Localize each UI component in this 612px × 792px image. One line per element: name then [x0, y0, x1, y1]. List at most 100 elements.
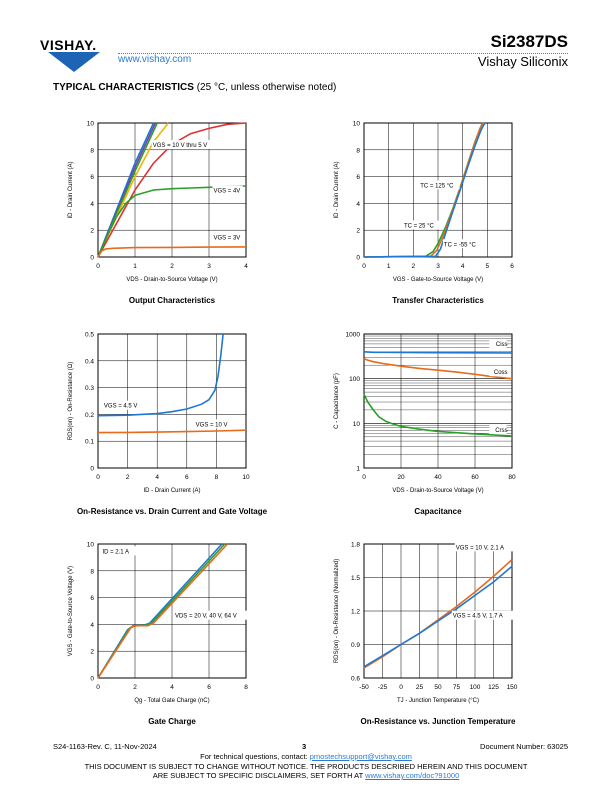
y-axis-label: RDS(on) - On-Resistance (Ω)	[68, 362, 74, 441]
y-axis-label: C - Capacitance (pF)	[334, 373, 340, 429]
x-tick-label: 3	[436, 263, 440, 270]
x-axis-label: VGS - Gate-to-Source Voltage (V)	[393, 277, 483, 283]
chart-annotation: VGS = 4.5 V, 1.7 A	[453, 614, 503, 620]
y-tick-label: 4	[90, 622, 94, 629]
footer-disclaimer-text: ARE SUBJECT TO SPECIFIC DISCLAIMERS, SET…	[152, 771, 366, 780]
x-tick-label: 10	[242, 474, 250, 481]
series-line-0	[363, 122, 484, 258]
chart-annotation: VGS = 10 V, 2.1 A	[456, 545, 504, 551]
y-tick-label: 0	[90, 255, 94, 262]
brand-name: VISHAY.	[40, 37, 97, 53]
series-line-1	[363, 565, 513, 668]
x-tick-label: -25	[378, 684, 388, 691]
chart-annotation: VGS = 4V	[213, 189, 240, 195]
y-tick-label: 0.1	[85, 439, 94, 446]
series-line-0	[363, 351, 513, 354]
y-tick-label: 0.6	[351, 676, 360, 683]
chart-annotation: VGS = 10 V thru 5 V	[153, 143, 208, 149]
chart-grid	[363, 333, 513, 469]
x-tick-label: 4	[244, 263, 248, 270]
website-link[interactable]: www.vishay.com	[118, 54, 192, 65]
plot-frame	[363, 122, 513, 258]
series-line-2	[363, 122, 486, 258]
section-title: TYPICAL CHARACTERISTICS (25 °C, unless o…	[53, 82, 336, 93]
x-tick-label: -50	[359, 684, 369, 691]
y-tick-label: 2	[356, 228, 360, 235]
annotation-background	[151, 140, 219, 150]
x-tick-label: 150	[507, 684, 518, 691]
x-tick-label: 0	[96, 263, 100, 270]
x-tick-label: 3	[207, 263, 211, 270]
section-title-main: TYPICAL CHARACTERISTICS	[53, 82, 194, 93]
annotation-background	[489, 424, 507, 434]
footer-disclaimer-link[interactable]: www.vishay.com/doc?91000	[365, 771, 460, 780]
x-tick-label: 0	[96, 684, 100, 691]
x-tick-label: 75	[453, 684, 461, 691]
y-tick-label: 8	[90, 568, 94, 575]
y-axis-label: ID - Drain Current (A)	[68, 161, 74, 218]
x-tick-label: 25	[416, 684, 424, 691]
y-tick-label: 1.8	[351, 542, 360, 549]
x-axis-label: VDS - Drain-to-Source Voltage (V)	[392, 488, 483, 494]
annotation-background	[451, 610, 516, 620]
plot-frame	[97, 122, 247, 258]
footer-contact-email-link[interactable]: pmostechsupport@vishay.com	[309, 752, 412, 761]
chart-title: Transfer Characteristics	[392, 296, 484, 305]
x-tick-label: 8	[244, 684, 248, 691]
y-tick-label: 0.9	[351, 642, 360, 649]
annotation-background	[419, 180, 460, 190]
x-tick-label: 4	[461, 263, 465, 270]
chart-grid	[363, 122, 513, 258]
y-tick-label: 0.2	[85, 412, 94, 419]
y-tick-label: 1.2	[351, 609, 360, 616]
annotation-background	[454, 542, 515, 552]
annotation-background	[101, 546, 139, 556]
company-name: Vishay Siliconix	[477, 54, 568, 69]
chart-output-characteristics: 0 1 2 3 4 0 2 4 6 8 10 VDS - Drain-to-Source Voltag…	[68, 121, 248, 306]
x-tick-label: 20	[397, 474, 405, 481]
x-tick-label: 125	[488, 684, 499, 691]
x-tick-label: 6	[207, 684, 211, 691]
chart-annotation: Ciss	[496, 342, 508, 348]
series-line-1	[363, 357, 513, 380]
y-tick-label: 100	[349, 376, 360, 383]
part-number: Si2387DS	[490, 32, 569, 51]
x-tick-label: 2	[126, 474, 130, 481]
series-line-2	[97, 543, 229, 679]
annotation-background	[489, 339, 507, 349]
x-tick-label: 8	[215, 474, 219, 481]
plot-frame	[97, 333, 247, 469]
y-tick-label: 1.5	[351, 575, 360, 582]
x-axis-label: Qg - Total Gate Charge (nC)	[134, 698, 209, 704]
chart-annotation: TC = -55 °C	[444, 242, 477, 248]
y-tick-label: 10	[87, 542, 95, 549]
annotation-background	[102, 400, 144, 410]
annotation-background	[212, 185, 243, 195]
y-tick-label: 2	[90, 649, 94, 656]
y-axis-label: VGS - Gate-to-Source Voltage (V)	[68, 566, 74, 656]
y-tick-label: 0	[90, 466, 94, 473]
footer-document-number: Document Number: 63025	[480, 742, 568, 751]
footer-disclaimer-line1: THIS DOCUMENT IS SUBJECT TO CHANGE WITHO…	[84, 762, 528, 771]
x-tick-label: 6	[185, 474, 189, 481]
x-axis-label: TJ - Junction Temperature (°C)	[397, 698, 479, 704]
chart-title: Output Characteristics	[129, 296, 216, 305]
footer-disclaimer-line2: ARE SUBJECT TO SPECIFIC DISCLAIMERS, SET…	[40, 771, 572, 780]
chart-annotation: Coss	[494, 370, 508, 376]
y-tick-label: 2	[90, 228, 94, 235]
footer-contact-label: For technical questions, contact:	[200, 752, 310, 761]
annotation-background	[212, 232, 243, 242]
chart-gate-charge: 0 2 4 6 8 0 2 4 6 8 10 Qg - Total Gate Charge (nC) V…	[68, 542, 251, 726]
vishay-logo-triangle-icon	[48, 52, 100, 72]
y-tick-label: 4	[90, 201, 94, 208]
chart-on-resistance-vs-temperature: -50 -25 0 25 50 75 100 125 150 0.6 0.9 1.2 1.5 1.8 TJ …	[334, 542, 518, 727]
chart-annotation: VGS = 3V	[213, 236, 240, 242]
chart-transfer-characteristics: 0 1 2 3 4 5 6 0 2 4 6 8 10 VGS - Gate-to-Source Volta…	[334, 121, 514, 306]
x-tick-label: 1	[133, 263, 137, 270]
chart-title: On-Resistance vs. Drain Current and Gate…	[77, 507, 268, 516]
plot-frame	[363, 333, 513, 469]
x-tick-label: 2	[133, 684, 137, 691]
x-tick-label: 1	[387, 263, 391, 270]
y-axis-label: RDS(on) - On-Resistance (Normalized)	[334, 559, 340, 663]
x-tick-label: 100	[470, 684, 481, 691]
